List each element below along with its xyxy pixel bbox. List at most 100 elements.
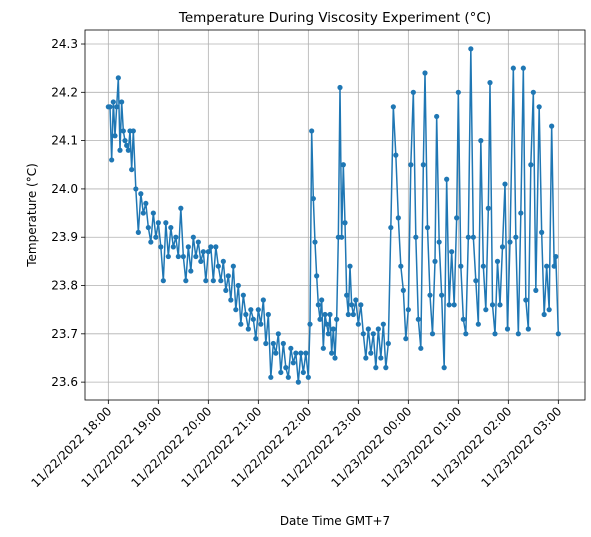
data-point [230,263,236,269]
data-point [170,244,176,250]
data-point [119,99,125,105]
data-point [155,220,161,226]
data-point [190,234,196,240]
data-point [112,133,118,139]
data-point [324,321,330,327]
data-point [518,210,524,216]
data-point [446,302,452,308]
data-point [203,278,209,284]
data-point [158,244,164,250]
data-point [480,263,486,269]
data-point [499,244,506,250]
data-point [150,210,156,216]
data-point [298,350,304,356]
y-tick-label: 23.8 [51,279,78,293]
data-point [163,220,169,226]
data-point [383,365,389,371]
data-point [536,104,542,110]
data-point [458,263,464,269]
data-point [355,321,361,327]
data-point [253,336,259,342]
data-point [243,311,249,318]
data-point [175,253,181,260]
data-point [444,176,450,182]
data-point [195,239,201,245]
data-point [370,331,376,337]
data-point [290,360,296,366]
y-tick-label: 24.0 [51,182,78,196]
data-point [533,287,539,293]
data-point [454,215,460,221]
data-point [393,152,399,158]
data-point [530,89,536,95]
data-point [265,311,271,318]
data-point [210,278,216,284]
data-point [270,340,276,347]
data-point [120,128,126,134]
data-point [233,307,239,313]
data-point [193,253,199,260]
data-point [555,331,561,337]
data-point [273,350,279,356]
data-point [398,263,404,269]
data-point [350,311,356,318]
data-point [235,282,241,289]
data-point [483,307,489,313]
data-point [378,355,384,361]
data-point [420,162,426,168]
data-point [107,104,113,110]
data-point [410,89,416,95]
data-point [208,244,214,250]
data-point [468,46,474,52]
y-tick-label: 24.3 [51,37,78,51]
data-point [463,331,469,337]
data-point [205,249,211,255]
data-point [460,316,466,322]
data-point [327,311,333,318]
data-point [436,239,442,245]
data-point [148,239,154,245]
data-point [307,321,313,327]
data-point [322,311,328,318]
data-point [525,326,531,332]
data-point [178,205,184,211]
data-point [305,374,311,380]
data-point [133,186,139,192]
data-point [143,200,149,207]
data-point [319,297,325,303]
y-tick-label: 23.6 [51,375,78,389]
data-point [135,229,141,235]
data-point [117,147,123,153]
plot-frame [84,29,586,401]
data-point [280,340,286,347]
data-point [507,239,513,245]
data-point [408,162,414,168]
data-point [310,195,316,202]
data-point [260,297,266,303]
data-point [248,307,254,313]
data-point [188,268,194,274]
data-point [339,234,345,240]
data-point [285,374,291,380]
data-point [349,302,355,308]
data-point [544,263,550,269]
data-point [312,239,318,245]
y-tick-label: 24.1 [51,134,78,148]
data-point [330,326,336,332]
data-point [475,321,481,327]
data-point [124,142,130,149]
data-point [513,234,519,240]
data-point [268,374,274,380]
data-point [180,253,186,260]
data-point [422,70,428,76]
data-point [358,302,364,308]
data-point [344,292,350,298]
data-point [388,224,394,231]
data-point [153,234,159,240]
data-point [553,253,559,260]
data-point [415,316,421,322]
data-point [400,287,406,293]
data-point [504,326,511,332]
data-point [541,311,547,318]
data-point [122,138,128,144]
